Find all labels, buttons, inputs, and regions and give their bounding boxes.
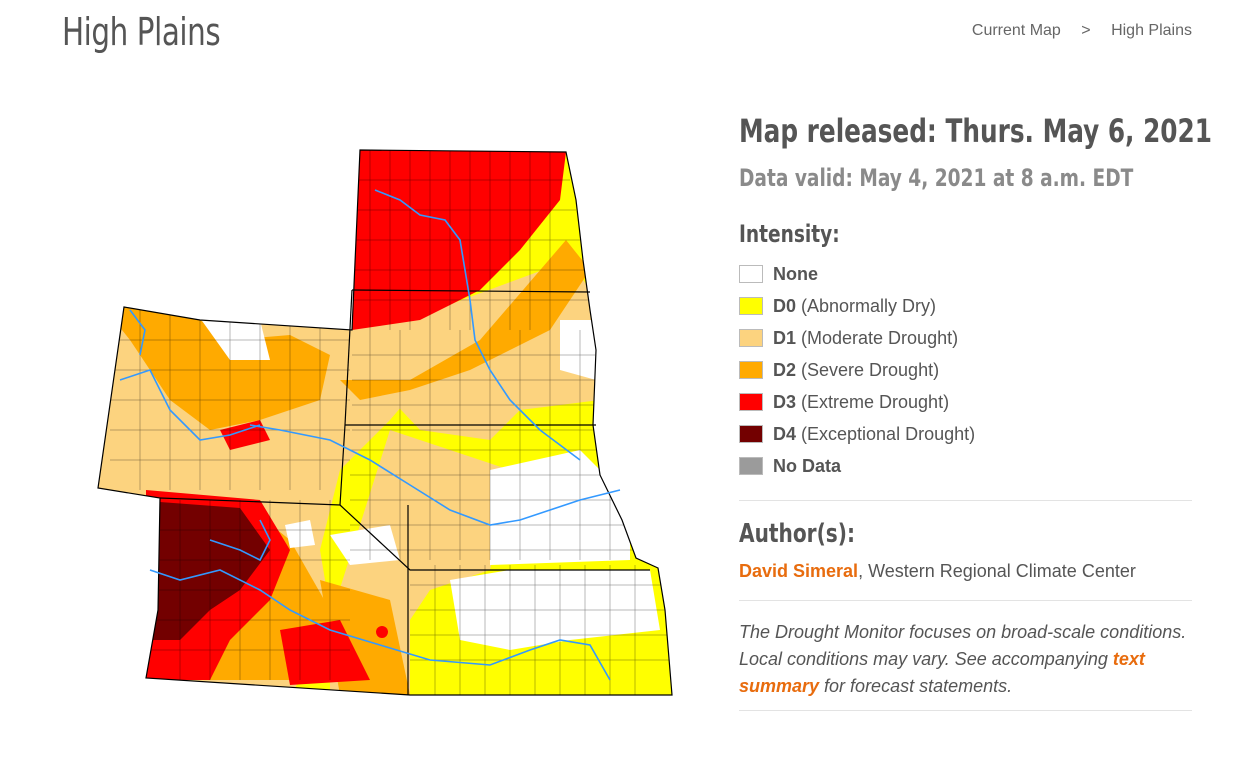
legend-swatch	[739, 457, 763, 475]
legend-label: (Abnormally Dry)	[801, 295, 937, 316]
divider	[739, 600, 1192, 601]
legend-item: D4 (Exceptional Drought)	[739, 418, 1192, 450]
legend-swatch	[739, 425, 763, 443]
legend-item: No Data	[739, 450, 1192, 482]
intensity-heading: Intensity:	[739, 220, 840, 248]
author-affiliation: , Western Regional Climate Center	[858, 561, 1136, 581]
breadcrumb: Current Map > High Plains	[972, 22, 1192, 40]
legend-code: D1	[773, 327, 797, 348]
drought-map[interactable]	[90, 140, 690, 710]
disclaimer-note: The Drought Monitor focuses on broad-sca…	[739, 619, 1192, 700]
legend-label: (Moderate Drought)	[801, 327, 959, 348]
legend-item: None	[739, 258, 1192, 290]
legend-label: (Extreme Drought)	[801, 391, 950, 412]
text-summary-link[interactable]: text summary	[739, 649, 1145, 696]
legend-code: D0	[773, 295, 797, 316]
legend-label: (Severe Drought)	[801, 359, 940, 380]
divider	[739, 710, 1192, 711]
legend-label: (Exceptional Drought)	[801, 423, 976, 444]
legend-code: D4	[773, 423, 797, 444]
page-title: High Plains	[62, 10, 221, 54]
legend-code: No Data	[773, 455, 842, 476]
legend-swatch	[739, 265, 763, 283]
author-link[interactable]: David Simeral	[739, 561, 859, 581]
breadcrumb-separator: >	[1081, 22, 1091, 39]
legend-code: D3	[773, 391, 797, 412]
legend-swatch	[739, 329, 763, 347]
legend-swatch	[739, 297, 763, 315]
intensity-legend: None D0 (Abnormally Dry) D1 (Moderate Drough…	[739, 258, 1192, 482]
map-info-panel: Map released: Thurs. May 6, 2021 Data va…	[739, 112, 1212, 711]
legend-item: D0 (Abnormally Dry)	[739, 290, 1192, 322]
divider	[739, 500, 1192, 501]
legend-code: None	[773, 263, 818, 284]
note-text-before: The Drought Monitor focuses on broad-sca…	[739, 622, 1187, 669]
legend-item: D3 (Extreme Drought)	[739, 386, 1192, 418]
authors-heading: Author(s):	[739, 519, 855, 549]
legend-swatch	[739, 361, 763, 379]
legend-code: D2	[773, 359, 797, 380]
breadcrumb-current: High Plains	[1111, 22, 1192, 39]
breadcrumb-current-map-link[interactable]: Current Map	[971, 22, 1061, 39]
map-released: Map released: Thurs. May 6, 2021	[739, 112, 1212, 150]
authors-line: David Simeral, Western Regional Climate …	[739, 561, 1192, 582]
legend-item: D2 (Severe Drought)	[739, 354, 1192, 386]
note-text-after: for forecast statements.	[819, 676, 1013, 696]
legend-swatch	[739, 393, 763, 411]
legend-item: D1 (Moderate Drought)	[739, 322, 1192, 354]
data-valid: Data valid: May 4, 2021 at 8 a.m. EDT	[739, 164, 1134, 192]
